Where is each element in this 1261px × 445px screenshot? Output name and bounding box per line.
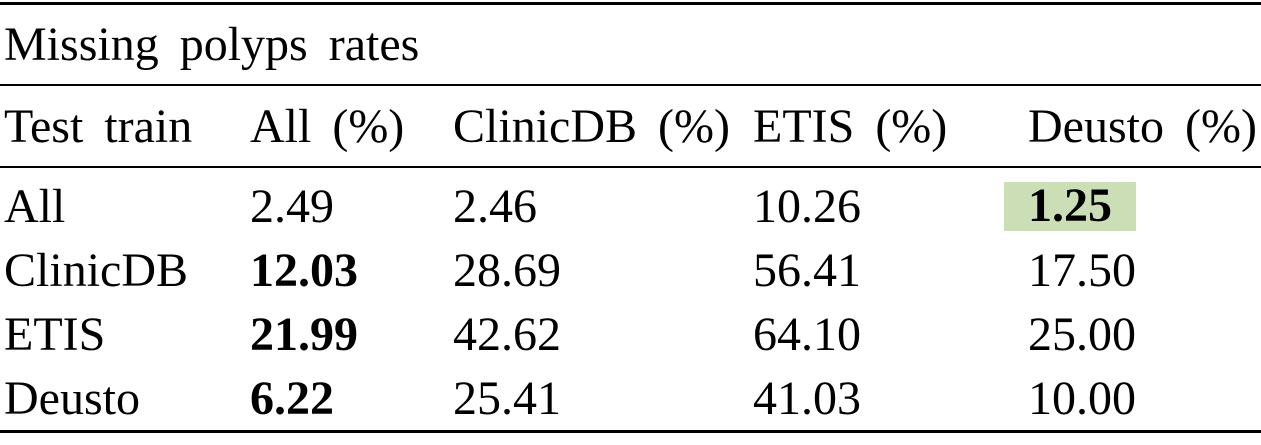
cell-all-deusto: 1.25 <box>1004 174 1261 238</box>
table-body: All 2.49 2.46 10.26 1.25 ClinicDB 12.03 … <box>0 168 1261 430</box>
table-header-row: Test train All (%) ClinicDB (%) ETIS (%)… <box>0 86 1261 168</box>
cell-all-etis: 10.26 <box>753 179 861 233</box>
table-row-etis: ETIS 21.99 42.62 64.10 25.00 <box>0 302 1261 366</box>
cell-deusto-deusto: 10.00 <box>1028 371 1136 425</box>
cell-clinicdb-deusto: 17.50 <box>1028 243 1136 297</box>
table-title: Missing polyps rates <box>0 5 1261 86</box>
highlighted-best-value: 1.25 <box>1004 181 1136 231</box>
cell-deusto-all: 6.22 <box>250 371 334 425</box>
table-row-deusto: Deusto 6.22 25.41 41.03 10.00 <box>0 366 1261 430</box>
cell-etis-deusto: 25.00 <box>1028 307 1136 361</box>
row-label: ETIS <box>4 307 106 361</box>
row-label: ClinicDB <box>4 243 189 297</box>
row-label: All <box>4 179 66 233</box>
cell-deusto-etis: 41.03 <box>753 371 861 425</box>
table-row-all: All 2.49 2.46 10.26 1.25 <box>0 174 1261 238</box>
cell-deusto-clinicdb: 25.41 <box>453 371 561 425</box>
column-header-deusto: Deusto (%) <box>1028 99 1257 153</box>
cell-all-all: 2.49 <box>250 179 334 233</box>
cell-etis-all: 21.99 <box>250 307 358 361</box>
cell-clinicdb-etis: 56.41 <box>753 243 861 297</box>
cell-etis-clinicdb: 42.62 <box>453 307 561 361</box>
cell-all-clinicdb: 2.46 <box>453 179 537 233</box>
row-label: Deusto <box>4 371 140 425</box>
column-header-test-train: Test train <box>4 99 193 153</box>
column-header-etis: ETIS (%) <box>753 99 948 153</box>
cell-etis-etis: 64.10 <box>753 307 861 361</box>
cell-clinicdb-clinicdb: 28.69 <box>453 243 561 297</box>
column-header-all: All (%) <box>250 99 405 153</box>
results-table: Missing polyps rates Test train All (%) … <box>0 2 1261 433</box>
table-row-clinicdb: ClinicDB 12.03 28.69 56.41 17.50 <box>0 238 1261 302</box>
column-header-clinicdb: ClinicDB (%) <box>453 99 730 153</box>
cell-clinicdb-all: 12.03 <box>250 243 358 297</box>
